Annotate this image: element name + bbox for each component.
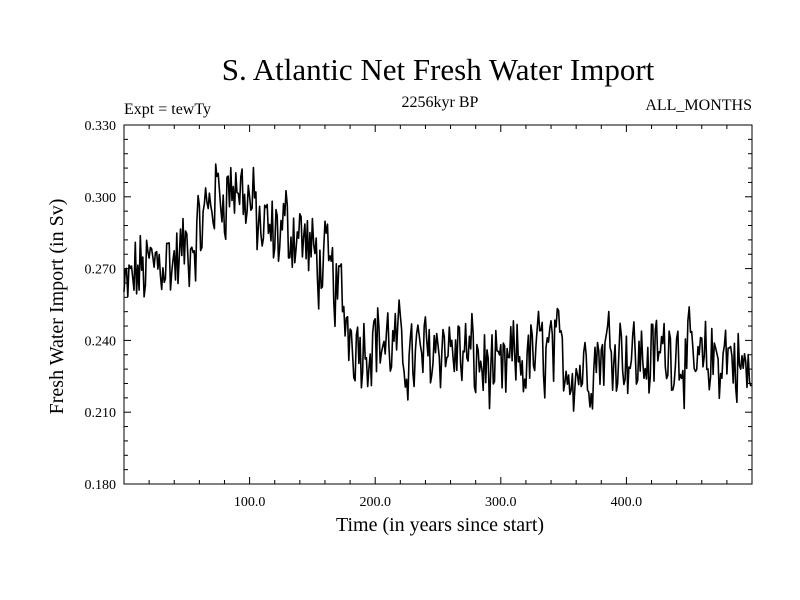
x-tick-label: 100.0 — [234, 495, 266, 510]
x-tick-label: 200.0 — [359, 495, 391, 510]
plot-frame — [123, 124, 753, 485]
data-series-line — [123, 163, 753, 412]
x-tick-label: 300.0 — [485, 495, 517, 510]
months-label: ALL_MONTHS — [645, 97, 752, 114]
y-tick-label: 0.180 — [85, 478, 117, 493]
y-tick-label: 0.330 — [85, 119, 117, 134]
y-axis-label: Fresh Water Import (in Sv) — [46, 199, 68, 415]
chart-title: S. Atlantic Net Fresh Water Import — [221, 52, 655, 87]
y-tick-label: 0.270 — [85, 263, 117, 278]
y-tick-label: 0.240 — [85, 334, 117, 349]
x-tick-label: 400.0 — [611, 495, 643, 510]
x-axis-label: Time (in years since start) — [336, 514, 544, 536]
y-tick-label: 0.210 — [85, 406, 117, 421]
chart-subtitle: 2256kyr BP — [401, 94, 479, 111]
y-tick-label: 0.300 — [85, 191, 117, 206]
experiment-label: Expt = tewTy — [124, 101, 211, 118]
